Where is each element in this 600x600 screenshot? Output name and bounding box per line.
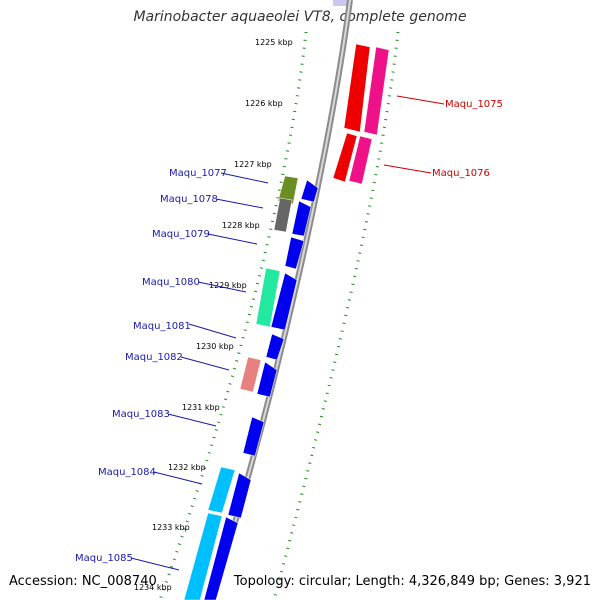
gene-label[interactable]: Maqu_1076	[432, 168, 490, 179]
gene-label[interactable]: Maqu_1075	[445, 99, 503, 110]
gene-maqu-1085-blue-arrow[interactable]	[203, 516, 239, 600]
backbone-top-stub	[333, 0, 351, 6]
leader-line	[130, 557, 180, 571]
gene-labels: Maqu_1077 Maqu_1078 Maqu_1079 Maqu_1080 Maqu…	[75, 95, 503, 571]
scale-tick-label: 1233 kbp	[152, 523, 190, 532]
leader-line	[220, 172, 269, 184]
leader-line	[167, 413, 217, 427]
gene-label[interactable]: Maqu_1082	[125, 352, 183, 363]
gene-label[interactable]: Maqu_1078	[160, 194, 218, 205]
gene-maqu-1084-blue-arrow[interactable]	[227, 472, 252, 519]
gene-maqu-1083-arrow[interactable]	[242, 416, 265, 457]
gene-label[interactable]: Maqu_1085	[75, 553, 133, 564]
scale-tick-label: 1229 kbp	[209, 281, 247, 290]
scale-tick-label: 1225 kbp	[255, 38, 293, 47]
gene-label[interactable]: Maqu_1080	[142, 277, 200, 288]
scale-tick-label: 1231 kbp	[182, 403, 220, 412]
gene-label[interactable]: Maqu_1084	[98, 467, 156, 478]
scale-labels: 1225 kbp 1226 kbp 1227 kbp 1228 kbp 1229 kbp…	[134, 38, 293, 592]
scale-tick-label: 1226 kbp	[245, 99, 283, 108]
leader-line	[153, 471, 203, 485]
gene-maqu-1077-blue-arrow[interactable]	[300, 179, 319, 203]
leader-line	[383, 164, 432, 174]
gene-maqu-1081-arrow[interactable]	[265, 333, 285, 361]
gene-label[interactable]: Maqu_1079	[152, 229, 210, 240]
leader-line	[180, 356, 230, 371]
gene-maqu-1078-blue-arrow[interactable]	[291, 200, 312, 237]
scale-tick-label: 1234 kbp	[134, 583, 172, 592]
leader-line	[207, 233, 258, 245]
gene-maqu-1080-blue-arrow[interactable]	[270, 272, 298, 331]
genes	[183, 43, 390, 600]
leader-line	[215, 198, 264, 209]
gene-maqu-1078-arrow[interactable]	[273, 197, 293, 233]
leader-line	[396, 95, 445, 105]
gene-maqu-1076-pink-arrow[interactable]	[348, 135, 373, 185]
gene-maqu-1075-arrow[interactable]	[343, 43, 371, 133]
gene-maqu-1082-blue-arrow[interactable]	[256, 361, 278, 398]
gene-maqu-1076-arrow[interactable]	[332, 132, 358, 183]
accession-text: Accession: NC_008740	[9, 574, 157, 589]
gene-maqu-1084-arrow[interactable]	[207, 466, 236, 514]
gene-maqu-1082-arrow[interactable]	[239, 356, 262, 393]
gene-maqu-1080-arrow[interactable]	[255, 267, 281, 328]
gene-maqu-1075-pink-arrow[interactable]	[363, 46, 390, 136]
scale-tick-label: 1232 kbp	[168, 463, 206, 472]
genome-title: Marinobacter aquaeolei VT8, complete gen…	[133, 9, 467, 25]
topology-text: Topology: circular; Length: 4,326,849 bp…	[233, 574, 591, 589]
scale-tick-label: 1227 kbp	[234, 160, 272, 169]
scale-tick-label: 1228 kbp	[222, 221, 260, 230]
gene-maqu-1079-arrow[interactable]	[284, 236, 305, 270]
leader-line	[197, 281, 247, 293]
gene-maqu-1077-arrow[interactable]	[277, 175, 299, 205]
gene-label[interactable]: Maqu_1083	[112, 409, 170, 420]
leader-line	[188, 323, 237, 339]
gene-label[interactable]: Maqu_1081	[133, 321, 191, 332]
gene-label[interactable]: Maqu_1077	[169, 168, 227, 179]
scale-tick-label: 1230 kbp	[196, 342, 234, 351]
gene-maqu-1085-arrow[interactable]	[183, 512, 223, 600]
